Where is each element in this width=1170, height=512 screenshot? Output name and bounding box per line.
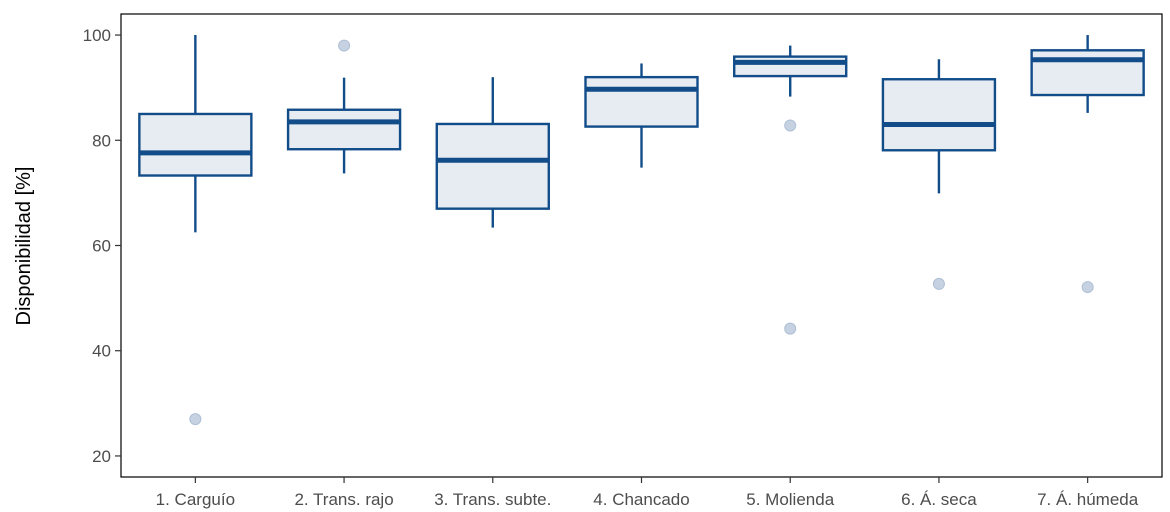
box-iqr — [733, 55, 848, 78]
outlier-point — [932, 277, 945, 290]
outlier-point — [1081, 281, 1094, 294]
x-tick-label: 6. Á. seca — [901, 490, 977, 509]
outlier-point — [784, 119, 797, 132]
box-group — [286, 39, 402, 174]
y-tick-label: 40 — [92, 342, 111, 361]
y-axis-label: Disponibilidad [%] — [13, 167, 35, 326]
y-tick-label: 100 — [83, 26, 111, 45]
outlier-point — [784, 322, 797, 335]
box-group — [733, 45, 848, 335]
box-group — [1030, 35, 1145, 294]
box-group — [881, 59, 997, 290]
x-tick-label: 7. Á. húmeda — [1037, 490, 1139, 509]
x-tick-label: 1. Carguío — [156, 490, 235, 509]
box-group — [435, 77, 550, 228]
box-iqr — [435, 122, 550, 210]
box-group — [584, 63, 699, 168]
y-axis-ticks: 20 40 60 80 100 — [83, 26, 121, 466]
x-tick-label: 3. Trans. subte. — [434, 490, 551, 509]
box-iqr — [881, 78, 997, 152]
x-tick-label: 2. Trans. rajo — [294, 490, 393, 509]
box-iqr — [1030, 49, 1145, 97]
box-iqr — [286, 108, 402, 151]
x-axis-ticks: 1. Carguío 2. Trans. rajo 3. Trans. subte.… — [156, 477, 1139, 509]
y-tick-label: 20 — [92, 447, 111, 466]
x-tick-label: 4. Chancado — [593, 490, 689, 509]
box-iqr — [584, 75, 699, 128]
y-axis-label-group: Disponibilidad [%] — [13, 167, 35, 326]
box-iqr — [138, 112, 253, 177]
y-tick-label: 60 — [92, 237, 111, 256]
box-group — [138, 35, 253, 426]
outlier-point — [189, 413, 202, 426]
x-tick-label: 5. Molienda — [746, 490, 834, 509]
y-tick-label: 80 — [92, 131, 111, 150]
outlier-point — [338, 39, 351, 52]
plot-area: 20 40 60 80 100 1. Carguío 2. Trans. rajo 3. Tr… — [83, 13, 1163, 509]
boxes-layer — [138, 35, 1145, 426]
